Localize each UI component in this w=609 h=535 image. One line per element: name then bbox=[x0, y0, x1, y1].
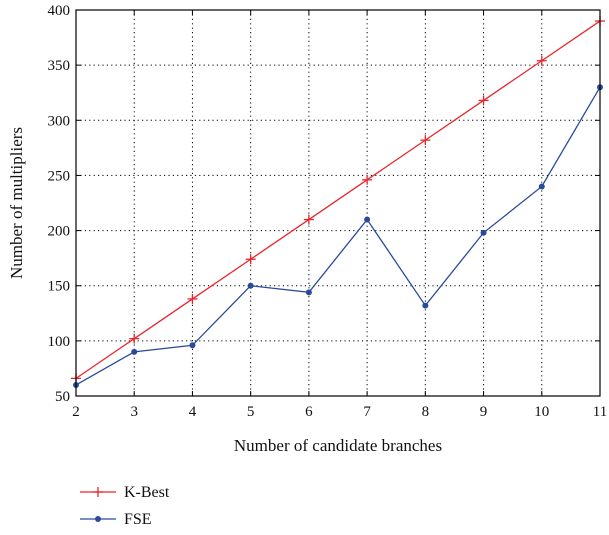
data-point-fse bbox=[480, 229, 487, 236]
data-point-k-best bbox=[245, 254, 256, 265]
legend: K-Best FSE bbox=[80, 484, 170, 528]
y-tick-label: 350 bbox=[48, 58, 71, 74]
data-point-k-best bbox=[303, 214, 314, 225]
y-tick-label: 100 bbox=[48, 334, 71, 350]
y-axis-label: Number of multipliers bbox=[7, 127, 26, 279]
x-tick-label: 4 bbox=[189, 404, 197, 420]
x-tick-label: 3 bbox=[130, 404, 138, 420]
x-tick-label: 11 bbox=[593, 404, 607, 420]
y-tick-label: 400 bbox=[48, 3, 71, 19]
data-point-k-best bbox=[478, 95, 489, 106]
y-tick-label: 200 bbox=[48, 224, 71, 240]
y-tick-label: 300 bbox=[48, 113, 71, 129]
legend-label-k-best: K-Best bbox=[124, 484, 170, 501]
series-line-k-best bbox=[75, 20, 601, 379]
series-fse bbox=[73, 84, 603, 388]
legend-marker-k-best bbox=[93, 487, 103, 497]
x-tick-label: 10 bbox=[534, 404, 549, 420]
legend-item-k-best: K-Best bbox=[80, 484, 170, 501]
grid-lines bbox=[76, 10, 600, 396]
data-point-fse bbox=[422, 302, 429, 309]
data-point-k-best bbox=[187, 293, 198, 304]
x-tick-label: 6 bbox=[305, 404, 313, 420]
data-point-fse bbox=[364, 216, 371, 223]
x-tick-label: 8 bbox=[422, 404, 430, 420]
data-point-fse bbox=[247, 282, 254, 289]
plot-frame bbox=[75, 9, 601, 397]
legend-marker-fse bbox=[95, 516, 101, 522]
y-tick-label: 50 bbox=[55, 389, 70, 405]
data-point-k-best bbox=[362, 174, 373, 185]
legend-item-fse: FSE bbox=[80, 511, 152, 528]
data-point-k-best bbox=[536, 55, 547, 66]
data-point-k-best bbox=[420, 135, 431, 146]
x-tick-label: 7 bbox=[363, 404, 371, 420]
data-point-k-best bbox=[129, 333, 140, 344]
data-point-fse bbox=[305, 289, 312, 296]
y-tick-label: 250 bbox=[48, 168, 71, 184]
data-point-fse bbox=[189, 342, 196, 349]
legend-label-fse: FSE bbox=[124, 511, 152, 528]
data-point-fse bbox=[538, 183, 545, 190]
x-tick-label: 5 bbox=[247, 404, 255, 420]
tick-labels: 2 3 4 5 6 7 8 9 10 11 50 100 150 200 250 300 350 400 bbox=[48, 3, 608, 420]
x-tick-label: 2 bbox=[72, 404, 80, 420]
series-layer bbox=[71, 16, 605, 388]
series-line-fse bbox=[75, 86, 601, 386]
y-tick-label: 150 bbox=[48, 279, 71, 295]
x-axis-label: Number of candidate branches bbox=[234, 436, 442, 455]
data-point-fse bbox=[131, 348, 138, 355]
x-tick-label: 9 bbox=[480, 404, 488, 420]
